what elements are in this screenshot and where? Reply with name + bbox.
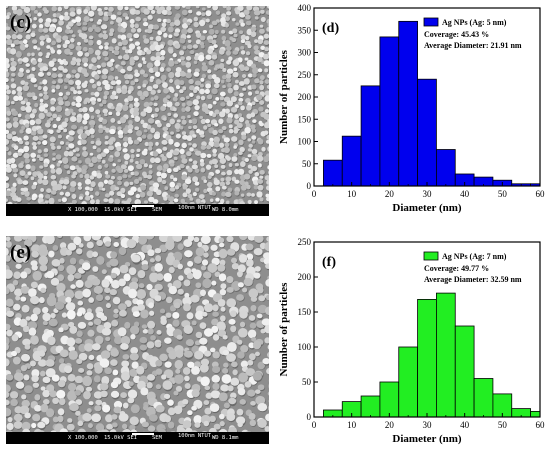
detector-text: SEM [152,207,162,213]
y-tick-label: 100 [298,342,312,352]
histogram-bar [473,378,494,418]
y-tick-label: 300 [298,48,312,58]
x-tick-label: 0 [312,189,317,199]
chart-panel-label: (d) [322,21,339,36]
x-axis-label: Diameter (nm) [392,433,461,445]
y-tick-label: 50 [302,377,312,387]
chart-annotation: Average Diameter: 32.59 nm [424,275,522,284]
sem-image-bottom: (e) X 100,000 15.0kV SEI SEM 100nm NTUT … [6,236,269,444]
y-axis-label: Number of particles [278,282,290,377]
y-tick-label: 100 [298,137,312,147]
voltage-text: 15.0kV SEI [104,435,138,441]
histogram-bar [398,20,418,187]
histogram-bar [417,78,437,187]
histogram-bar [360,85,381,187]
x-tick-label: 40 [460,420,470,430]
x-tick-label: 10 [347,189,357,199]
x-tick-label: 40 [460,189,470,199]
histogram-top: 0 10 20 30 40 50 60 0 50 100 150 200 250 300 350 400 Dia… [278,3,546,214]
scale-text: 100nm NTUT [178,433,212,439]
sem-info-bar: X 100,000 15.0kV SEI SEM 100nm NTUT WD 8… [6,204,269,216]
x-axis-label: Diameter (nm) [392,202,461,214]
y-tick-label: 150 [298,114,312,124]
histogram-bar [530,410,541,418]
y-tick-label: 0 [307,181,312,191]
y-tick-label: 50 [302,159,312,169]
y-tick-label: 150 [298,307,312,317]
y-tick-label: 250 [298,237,312,247]
chart-panel-label: (f) [322,255,336,270]
sem-particles-bottom [6,236,269,432]
histogram-bar [436,292,456,418]
x-tick-label: 30 [423,420,433,430]
y-tick-label: 350 [298,25,312,35]
detector-text: SEM [152,435,162,441]
histogram-bar [360,395,381,418]
histogram-bar [323,159,343,187]
x-tick-label: 10 [347,420,357,430]
y-tick-label: 250 [298,70,312,80]
scale-bar [132,205,154,207]
legend-swatch [423,251,439,261]
y-axis-label: Number of particles [278,49,290,144]
legend-swatch [423,17,439,27]
sem-image-top: (c) X 100,000 15.0kV SEI SEM 100nm NTUT … [6,6,269,216]
histogram-bar [454,325,475,418]
x-tick-label: 60 [536,420,546,430]
legend-label: Ag NPs (Ag: 7 nm) [442,252,507,261]
x-tick-label: 50 [498,420,508,430]
y-tick-label: 200 [298,92,312,102]
scale-bar [132,433,154,435]
histogram-bar [436,149,456,187]
histogram-bar [417,299,437,418]
x-tick-label: 20 [385,420,395,430]
sem-particles-top [6,6,269,204]
sem-info-bar: X 100,000 15.0kV SEI SEM 100nm NTUT WD 8… [6,432,269,444]
x-tick-label: 20 [385,189,395,199]
histogram-bar [379,381,400,418]
histogram-bottom: 0 10 20 30 40 50 60 0 50 100 150 200 250 Diameter (nm… [278,237,546,445]
x-tick-label: 50 [498,189,508,199]
chart-annotation: Average Diameter: 21.91 nm [424,41,522,50]
histogram-bar [379,36,400,187]
sem-panel-label: (c) [10,12,32,33]
scale-text: 100nm NTUT [178,205,212,211]
chart-annotation: Coverage: 49.77 % [424,264,489,273]
legend-label: Ag NPs (Ag: 5 nm) [442,18,507,27]
voltage-text: 15.0kV SEI [104,207,138,213]
histogram-bar [341,135,362,187]
x-tick-label: 60 [536,189,546,199]
y-tick-label: 0 [307,412,312,422]
histogram-bar [398,346,418,418]
working-distance-text: WD 8.1mm [212,435,239,441]
chart-annotation: Coverage: 45.43 % [424,30,489,39]
y-tick-label: 200 [298,272,312,282]
y-tick-label: 400 [298,3,312,13]
sem-panel-label: (e) [10,242,32,263]
magnification-text: X 100,000 [68,207,98,213]
x-tick-label: 30 [423,189,433,199]
working-distance-text: WD 8.0mm [212,207,239,213]
x-tick-label: 0 [312,420,317,430]
magnification-text: X 100,000 [68,435,98,441]
